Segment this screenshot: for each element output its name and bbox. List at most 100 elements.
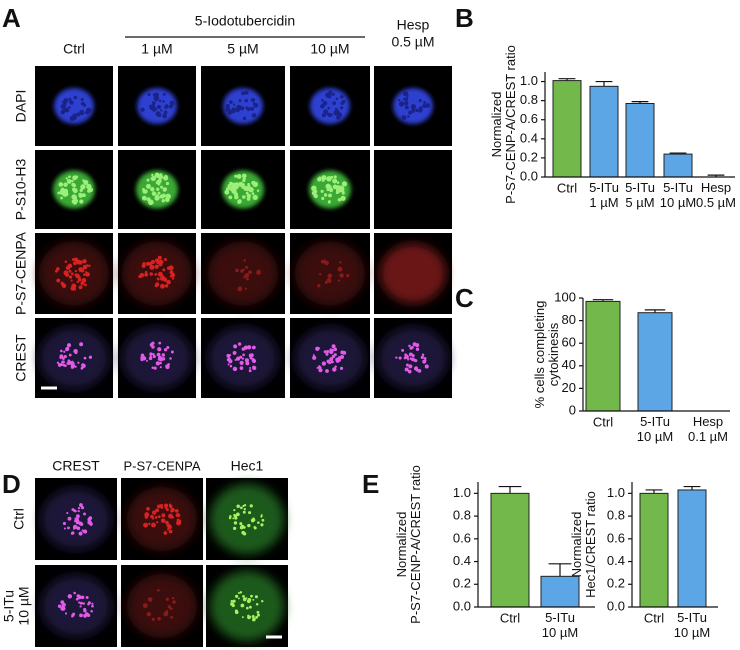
signal-spot xyxy=(59,349,63,353)
signal-spot xyxy=(71,194,77,200)
signal-spot xyxy=(243,508,246,511)
signal-spot xyxy=(337,358,341,362)
signal-spot xyxy=(236,504,240,509)
signal-spot xyxy=(73,509,77,513)
signal-spot xyxy=(67,359,71,362)
cell-body xyxy=(127,574,197,638)
signal-spot xyxy=(248,511,252,515)
signal-spot xyxy=(154,515,158,519)
signal-spot xyxy=(235,594,239,598)
signal-spot xyxy=(158,356,164,362)
nucleus xyxy=(137,88,177,124)
error-bar xyxy=(595,80,613,87)
signal-spot xyxy=(140,353,145,358)
signal-spot xyxy=(242,353,245,357)
signal-spot xyxy=(74,517,77,520)
y-tick-label: 0.8 xyxy=(607,508,625,523)
y-tick-label: 0.8 xyxy=(520,92,538,107)
signal-spot xyxy=(78,285,83,290)
signal-spot xyxy=(163,348,168,352)
signal-spot xyxy=(234,358,237,361)
signal-spot xyxy=(239,366,244,370)
signal-spot xyxy=(410,104,416,110)
y-tick-label: 1.0 xyxy=(453,485,471,500)
signal-spot xyxy=(77,277,82,282)
signal-spot xyxy=(152,352,155,356)
signal-spot xyxy=(326,359,331,364)
signal-spot xyxy=(423,101,427,104)
signal-spot xyxy=(409,354,412,357)
signal-spot xyxy=(61,360,65,364)
signal-spot xyxy=(163,175,169,181)
y-tick-label: 0.6 xyxy=(453,530,471,545)
signal-spot xyxy=(236,356,241,361)
x-tick-label: 5-ITu 10 µM xyxy=(674,610,710,640)
signal-spot xyxy=(60,355,63,358)
signal-spot xyxy=(154,273,158,276)
bar xyxy=(637,312,673,412)
signal-spot xyxy=(317,284,321,288)
signal-spot xyxy=(255,616,258,619)
signal-spot xyxy=(331,354,336,359)
cell-body xyxy=(210,571,284,641)
nucleus xyxy=(54,88,94,124)
signal-spot xyxy=(158,256,162,260)
signal-spot xyxy=(62,191,68,197)
signal-spot xyxy=(230,600,233,603)
y-tick-label: 1.0 xyxy=(520,73,538,88)
signal-spot xyxy=(327,200,331,204)
signal-spot xyxy=(78,276,81,279)
signal-spot xyxy=(257,613,260,617)
signal-spot xyxy=(235,107,240,113)
signal-spot xyxy=(151,617,155,621)
signal-spot xyxy=(85,111,90,115)
signal-spot xyxy=(77,361,80,364)
signal-spot xyxy=(75,597,79,601)
signal-spot xyxy=(168,265,174,271)
signal-spot xyxy=(79,188,83,192)
signal-spot xyxy=(245,606,249,610)
signal-spot xyxy=(252,194,258,201)
signal-spot xyxy=(151,191,157,196)
signal-spot xyxy=(68,275,73,279)
signal-spot xyxy=(82,602,86,605)
signal-spot xyxy=(333,175,337,179)
signal-spot xyxy=(167,605,171,609)
signal-spot xyxy=(241,173,247,179)
micrograph xyxy=(118,66,196,146)
bar xyxy=(677,489,707,608)
signal-spot xyxy=(247,523,251,528)
signal-spot xyxy=(244,358,249,363)
micrograph xyxy=(35,478,117,560)
signal-spot xyxy=(241,183,245,187)
x-tick-label: 5-ITu 1 µM xyxy=(589,180,619,210)
signal-spot xyxy=(168,104,173,109)
signal-spot xyxy=(156,104,162,110)
signal-spot xyxy=(337,279,341,282)
signal-spot xyxy=(154,264,159,269)
signal-spot xyxy=(161,353,166,357)
signal-spot xyxy=(330,360,334,364)
signal-spot xyxy=(242,177,246,181)
signal-spot xyxy=(68,269,72,273)
cell-body xyxy=(122,241,192,306)
signal-spot xyxy=(66,179,72,184)
signal-spot xyxy=(156,277,160,281)
signal-spot xyxy=(236,512,240,517)
signal-spot xyxy=(68,175,71,179)
signal-spot xyxy=(76,280,79,284)
signal-spot xyxy=(160,506,164,510)
signal-spot xyxy=(80,101,85,106)
row-label: P-S7-CENPA xyxy=(13,231,29,315)
signal-spot xyxy=(88,187,94,193)
signal-spot xyxy=(250,106,255,111)
signal-spot xyxy=(155,187,160,192)
bar xyxy=(589,85,619,178)
signal-spot xyxy=(79,601,83,605)
signal-spot xyxy=(85,272,90,277)
signal-spot xyxy=(91,602,94,605)
signal-spot xyxy=(145,261,150,266)
signal-spot xyxy=(327,273,333,279)
signal-spot xyxy=(78,267,84,272)
signal-spot xyxy=(140,107,145,112)
